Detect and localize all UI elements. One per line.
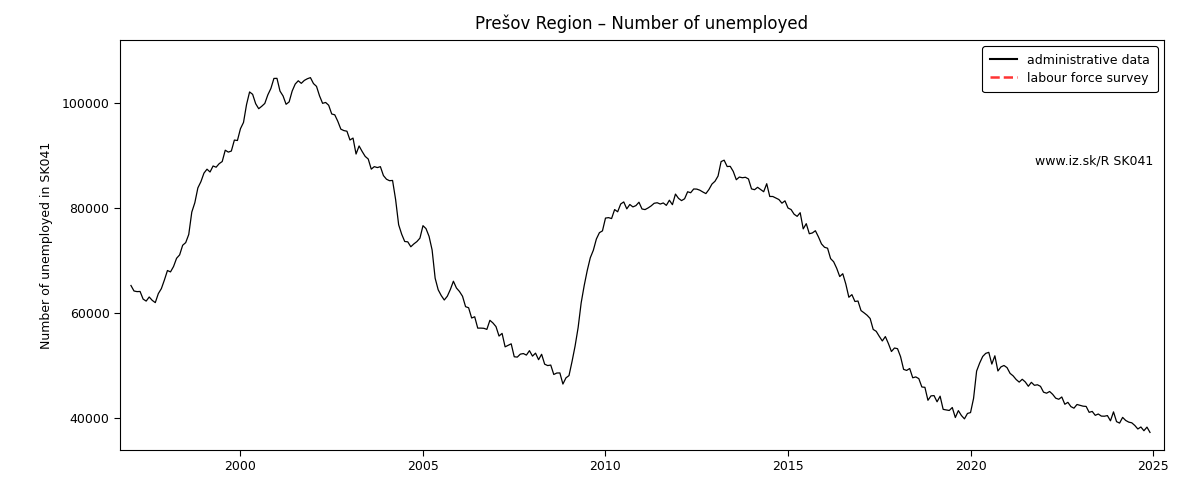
Y-axis label: Number of unemployed in SK041: Number of unemployed in SK041 <box>41 142 53 348</box>
Title: Prešov Region – Number of unemployed: Prešov Region – Number of unemployed <box>475 14 809 33</box>
Legend: administrative data, labour force survey: administrative data, labour force survey <box>983 46 1158 92</box>
Text: www.iz.sk/R SK041: www.iz.sk/R SK041 <box>1036 155 1153 168</box>
